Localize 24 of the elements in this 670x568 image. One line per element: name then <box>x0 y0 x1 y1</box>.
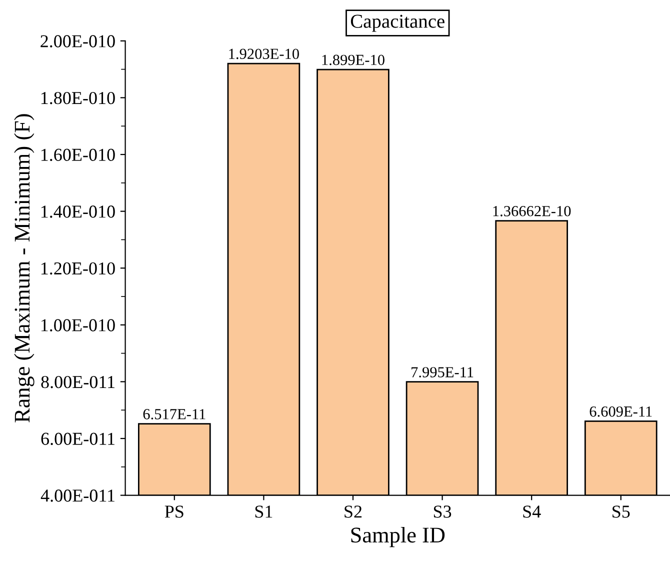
y-axis-title: Range (Maximum - Minimum) (F) <box>14 114 34 422</box>
x-tick-label: S1 <box>255 506 272 518</box>
y-tick-label: 1.40E-010 <box>41 206 115 218</box>
y-tick-label: 1.80E-010 <box>41 92 115 104</box>
data-label: 7.995E-11 <box>412 367 474 378</box>
data-label: 1.899E-10 <box>322 54 384 66</box>
y-tick-label: 8.00E-011 <box>41 376 114 388</box>
x-axis-title: Sample ID <box>351 526 445 548</box>
chart-title: Capacitance <box>350 14 444 32</box>
y-tick-label: 1.00E-010 <box>41 319 115 332</box>
x-tick-label: S4 <box>523 506 541 518</box>
data-label: 6.609E-11 <box>590 406 652 417</box>
y-tick-label: 1.60E-010 <box>41 148 115 162</box>
y-tick-label: 6.00E-011 <box>41 432 114 446</box>
x-tick-label: S3 <box>434 506 452 518</box>
data-label: 1.9203E-10 <box>229 48 299 60</box>
data-label: 6.517E-11 <box>143 409 206 420</box>
y-tick-label: 4.00E-011 <box>40 490 114 502</box>
x-tick-label: S5 <box>612 506 630 518</box>
data-label: 1.36662E-10 <box>493 206 571 216</box>
y-tick-label: 1.20E-010 <box>41 262 115 275</box>
x-tick-label: PS <box>164 506 184 518</box>
y-tick-label: 2.00E-010 <box>40 35 115 48</box>
x-tick-label: S2 <box>344 506 362 518</box>
